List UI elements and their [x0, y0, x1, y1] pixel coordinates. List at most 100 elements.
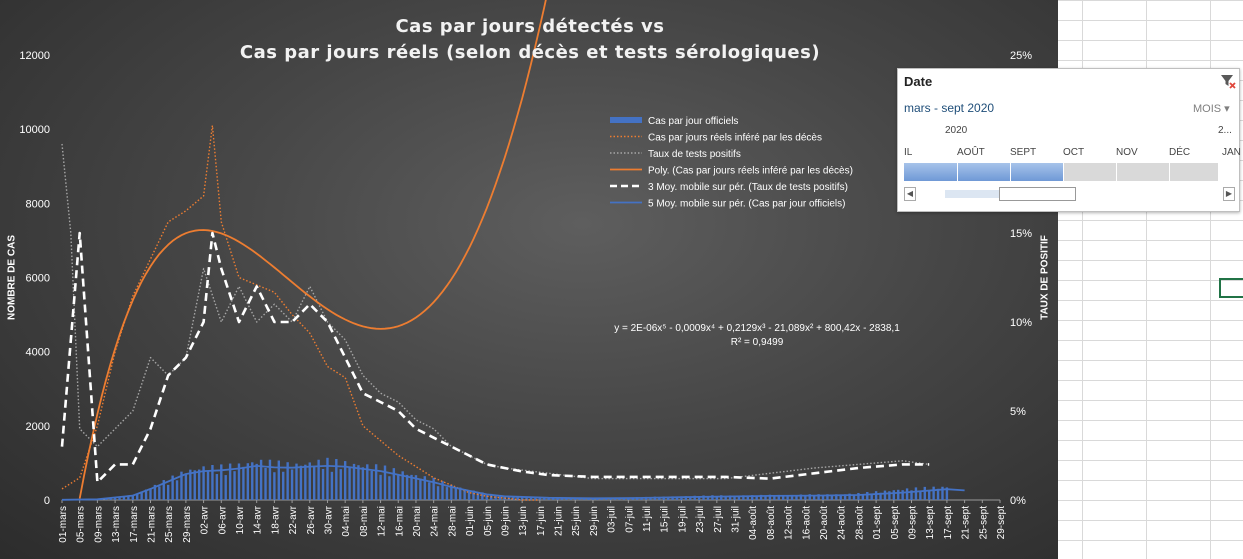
- bar: [551, 498, 555, 500]
- slicer-month-separator: [1010, 163, 1011, 181]
- x-tick-label: 21-juin: [554, 506, 565, 536]
- slicer-year-label: 2020: [945, 125, 968, 136]
- bar: [352, 463, 356, 500]
- x-tick-label: 06-avr: [217, 505, 228, 534]
- x-tick-label: 18-avr: [270, 505, 281, 534]
- bar: [463, 489, 466, 500]
- bar: [180, 471, 183, 500]
- bar: [264, 467, 267, 500]
- slicer-title: Date: [904, 74, 933, 89]
- bar: [821, 495, 825, 500]
- slicer-timeline-selection[interactable]: [904, 163, 1063, 181]
- bar: [459, 487, 462, 500]
- x-tick-label: 01-sept: [872, 506, 883, 540]
- bar: [941, 486, 944, 500]
- bar: [472, 490, 475, 500]
- slicer-level-dropdown[interactable]: MOIS ▾: [1193, 103, 1230, 115]
- scroll-track[interactable]: [945, 190, 1001, 198]
- slicer-month-label[interactable]: NOV: [1116, 147, 1138, 158]
- bar: [423, 476, 427, 500]
- bar: [153, 484, 157, 500]
- scroll-left-button[interactable]: ◀: [904, 187, 916, 201]
- slicer-month-label[interactable]: OCT: [1063, 147, 1085, 158]
- x-tick-label: 08-août: [766, 506, 777, 540]
- bar: [706, 496, 710, 500]
- x-tick-label: 28-mai: [447, 506, 458, 537]
- bar: [326, 457, 329, 500]
- bar: [609, 498, 612, 500]
- x-tick-label: 28-août: [854, 506, 865, 540]
- x-tick-label: 23-juil: [695, 506, 706, 533]
- x-tick-label: 25-juin: [571, 506, 582, 536]
- legend-entry: Cas par jour officiels: [648, 116, 738, 127]
- bar: [361, 467, 365, 500]
- bar: [131, 494, 134, 500]
- slicer-timeline-bar[interactable]: [904, 163, 1218, 181]
- bar: [835, 494, 838, 500]
- legend-swatch: [610, 117, 642, 123]
- bar: [233, 471, 236, 500]
- bar: [149, 488, 152, 500]
- bar: [122, 496, 126, 500]
- bar: [569, 498, 573, 500]
- bar: [374, 464, 378, 500]
- timeline-slicer[interactable]: Date mars - sept 2020 MOIS ▾ 2020 2... I…: [897, 68, 1241, 212]
- scroll-thumb[interactable]: [999, 187, 1076, 201]
- bar: [861, 494, 865, 500]
- x-tick-label: 24-mai: [430, 506, 441, 537]
- bar: [321, 469, 325, 500]
- bar: [689, 496, 692, 500]
- bar: [175, 480, 179, 500]
- bar: [397, 475, 400, 500]
- y-tick-label-right: 5%: [1010, 406, 1026, 418]
- slicer-month-separator: [1116, 163, 1117, 181]
- x-tick-label: 19-juil: [677, 506, 688, 533]
- bar: [711, 495, 714, 500]
- x-tick-label: 07-juil: [624, 506, 635, 533]
- series-line: [78, 0, 547, 499]
- x-tick-label: 12-août: [784, 506, 795, 540]
- legend-entry: 3 Moy. mobile sur pér. (Taux de tests po…: [648, 182, 848, 193]
- x-tick-label: 16-août: [801, 506, 812, 540]
- x-tick-label: 14-avr: [253, 505, 264, 534]
- slicer-month-label[interactable]: JAN: [1222, 147, 1241, 158]
- bar: [529, 496, 533, 500]
- bar: [525, 497, 528, 500]
- bar: [317, 459, 320, 500]
- bar: [932, 486, 935, 500]
- slicer-month-separator: [1063, 163, 1064, 181]
- x-tick-label: 29-mars: [182, 506, 193, 543]
- bar: [441, 481, 444, 500]
- bar: [388, 476, 391, 500]
- x-tick-label: 26-avr: [306, 505, 317, 534]
- bar: [220, 464, 223, 500]
- selected-cell[interactable]: [1219, 278, 1243, 298]
- bar: [600, 498, 603, 500]
- x-tick-label: 21-mars: [146, 506, 157, 543]
- bar: [808, 494, 811, 500]
- clear-filter-icon[interactable]: [1220, 73, 1236, 89]
- bar: [392, 468, 396, 500]
- x-tick-label: 31-juil: [731, 506, 742, 533]
- scroll-right-button[interactable]: ▶: [1223, 187, 1235, 201]
- bar: [118, 497, 121, 500]
- slicer-month-label[interactable]: DÉC: [1169, 147, 1191, 158]
- bar: [680, 496, 683, 500]
- x-tick-label: 29-sept: [996, 506, 1007, 540]
- bar: [910, 490, 913, 500]
- chart-area[interactable]: 0200040006000800010000120000%5%10%15%20%…: [0, 0, 1058, 559]
- bar: [335, 459, 338, 500]
- bar: [733, 495, 736, 500]
- bar: [127, 496, 130, 500]
- bar: [751, 495, 754, 500]
- bar: [273, 472, 276, 500]
- bar: [675, 496, 679, 500]
- bar: [892, 490, 896, 500]
- slicer-month-label[interactable]: AOÛT: [957, 147, 985, 158]
- bar: [790, 494, 794, 500]
- slicer-month-label[interactable]: IL: [904, 147, 913, 158]
- bar: [405, 474, 409, 500]
- bar: [574, 498, 577, 500]
- slicer-month-separator: [957, 163, 958, 181]
- slicer-month-label[interactable]: SEPT: [1010, 147, 1037, 158]
